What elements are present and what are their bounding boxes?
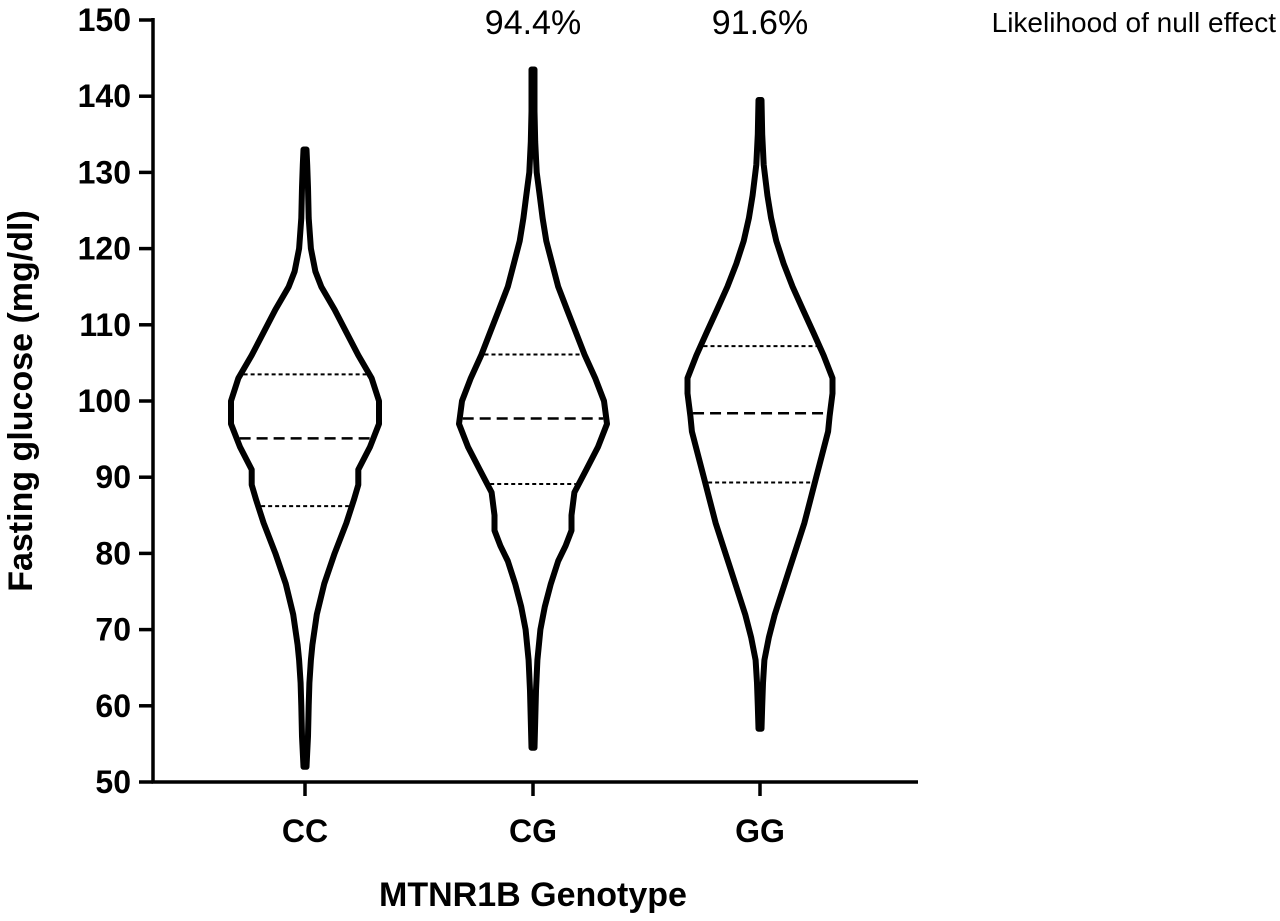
- y-axis-title: Fasting glucose (mg/dl): [2, 210, 40, 592]
- x-axis-title: MTNR1B Genotype: [379, 876, 687, 914]
- null-effect-likelihood-label: 94.4%: [485, 4, 581, 42]
- violin-gg: [684, 97, 836, 732]
- violin-cg: [456, 66, 610, 751]
- annotations: 94.4% 91.6%: [485, 4, 808, 42]
- y-axis: 50 60 70 80 90 100 110 120 130 140 150: [78, 2, 155, 800]
- y-tick-label: 120: [78, 231, 131, 267]
- null-effect-likelihood-label: 91.6%: [712, 4, 808, 42]
- annotation-header: Likelihood of null effect: [992, 7, 1277, 38]
- y-tick-label: 130: [78, 154, 131, 190]
- y-tick-label: 60: [95, 688, 131, 724]
- violins: [228, 66, 836, 770]
- x-axis: CC CG GG: [151, 780, 918, 849]
- y-tick-label: 70: [95, 612, 131, 648]
- y-tick-label: 140: [78, 78, 131, 114]
- violin-cc: [228, 146, 382, 770]
- y-tick-label: 50: [95, 764, 131, 800]
- y-tick-label: 90: [95, 459, 131, 495]
- y-tick-label: 110: [79, 307, 131, 343]
- x-tick-label: GG: [735, 813, 785, 849]
- x-tick-label: CG: [509, 813, 557, 849]
- x-tick-label: CC: [282, 813, 328, 849]
- y-tick-label: 100: [78, 383, 131, 419]
- y-tick-label: 80: [95, 535, 131, 571]
- y-tick-label: 150: [78, 2, 131, 38]
